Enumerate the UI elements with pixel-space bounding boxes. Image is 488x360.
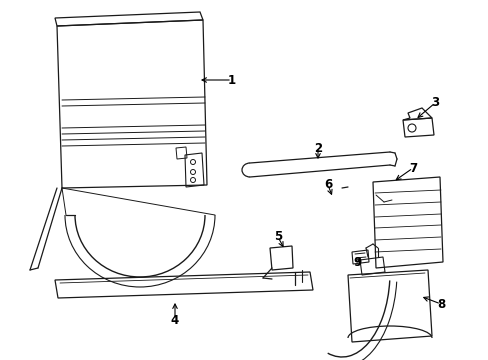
Text: 2: 2 (313, 141, 322, 154)
Text: 8: 8 (436, 297, 444, 310)
Text: 4: 4 (170, 314, 179, 327)
Text: 1: 1 (227, 73, 236, 86)
Text: 6: 6 (323, 179, 331, 192)
Text: 7: 7 (408, 162, 416, 175)
Text: 5: 5 (273, 230, 282, 243)
Text: 3: 3 (430, 96, 438, 109)
Text: 9: 9 (352, 256, 360, 270)
